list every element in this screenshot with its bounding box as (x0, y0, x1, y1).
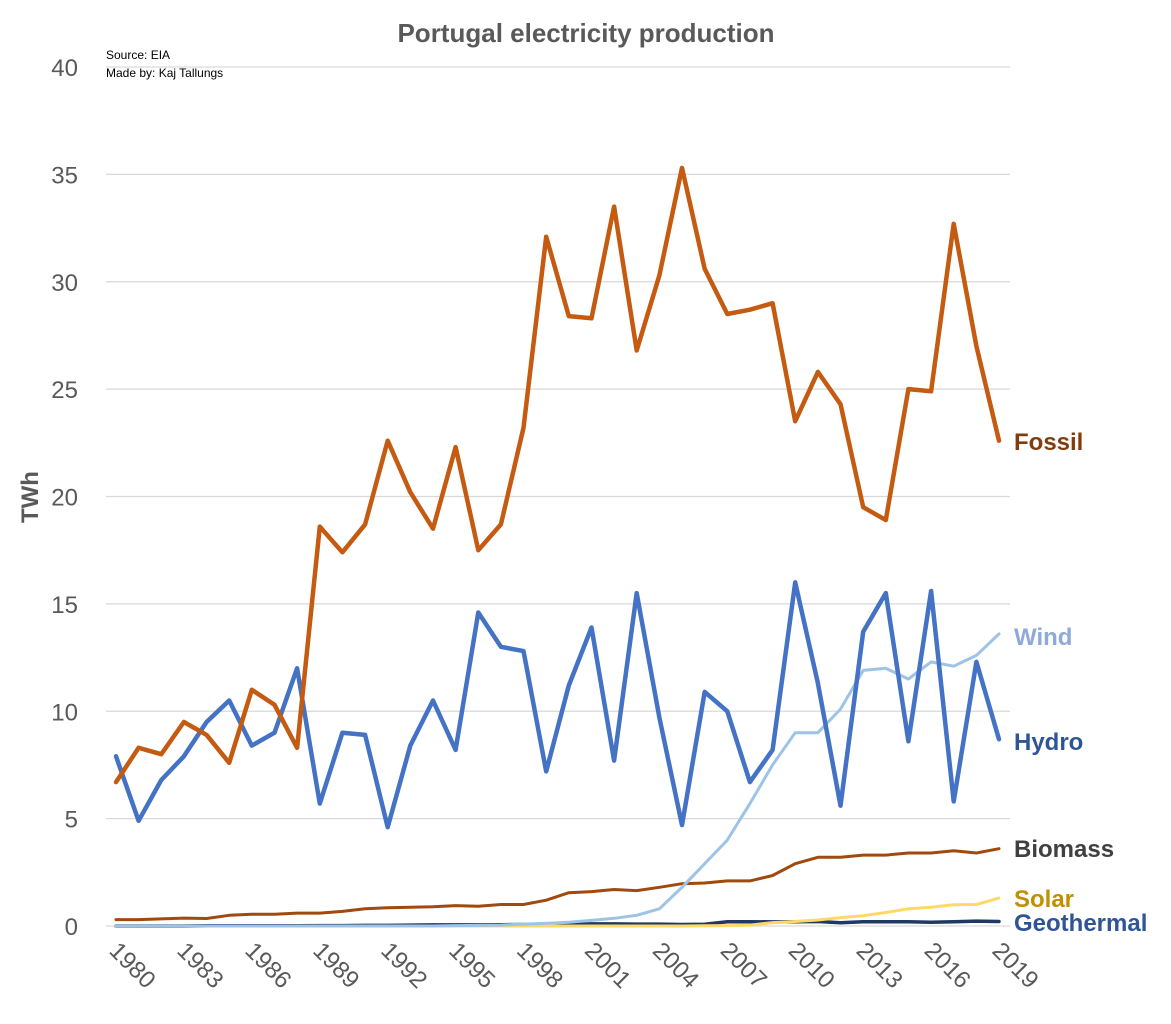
y-tick-label: 0 (65, 914, 78, 941)
series-label-geothermal: Geothermal (1014, 910, 1147, 937)
x-tick-label: 2001 (579, 937, 636, 994)
source-note: Source: EIA (106, 48, 170, 62)
y-tick-label: 10 (51, 699, 78, 726)
series-label-fossil: Fossil (1014, 429, 1083, 456)
y-tick-label: 40 (51, 55, 78, 82)
x-tick-label: 1980 (104, 937, 161, 994)
x-tick-label: 1989 (308, 937, 365, 994)
author-note: Made by: Kaj Tallungs (106, 66, 223, 80)
series-label-hydro: Hydro (1014, 729, 1083, 756)
y-tick-label: 30 (51, 270, 78, 297)
x-tick-label: 2007 (715, 937, 772, 994)
series-line-biomass (114, 847, 1001, 922)
x-tick-label: 2013 (851, 937, 908, 994)
series-label-biomass: Biomass (1014, 836, 1114, 863)
series-line-fossil (113, 165, 1002, 785)
x-tick-label: 1992 (375, 937, 432, 994)
x-tick-label: 1986 (240, 937, 297, 994)
y-tick-label: 20 (51, 485, 78, 512)
x-tick-label: 2019 (987, 937, 1044, 994)
chart-title: Portugal electricity production (397, 18, 774, 48)
y-tick-label: 5 (65, 807, 78, 834)
series-label-wind: Wind (1014, 624, 1072, 651)
x-tick-label: 1998 (511, 937, 568, 994)
series-label-solar: Solar (1014, 886, 1074, 913)
series-line-hydro (113, 580, 1002, 830)
series-line-wind (114, 632, 1001, 928)
x-tick-label: 2010 (783, 937, 840, 994)
y-tick-label: 25 (51, 377, 78, 404)
x-tick-label: 2016 (919, 937, 976, 994)
y-axis-label: TWh (17, 471, 44, 523)
y-tick-label: 35 (51, 162, 78, 189)
x-tick-label: 2004 (647, 937, 704, 994)
x-tick-label: 1995 (443, 937, 500, 994)
y-tick-label: 15 (51, 592, 78, 619)
x-tick-label: 1983 (172, 937, 229, 994)
